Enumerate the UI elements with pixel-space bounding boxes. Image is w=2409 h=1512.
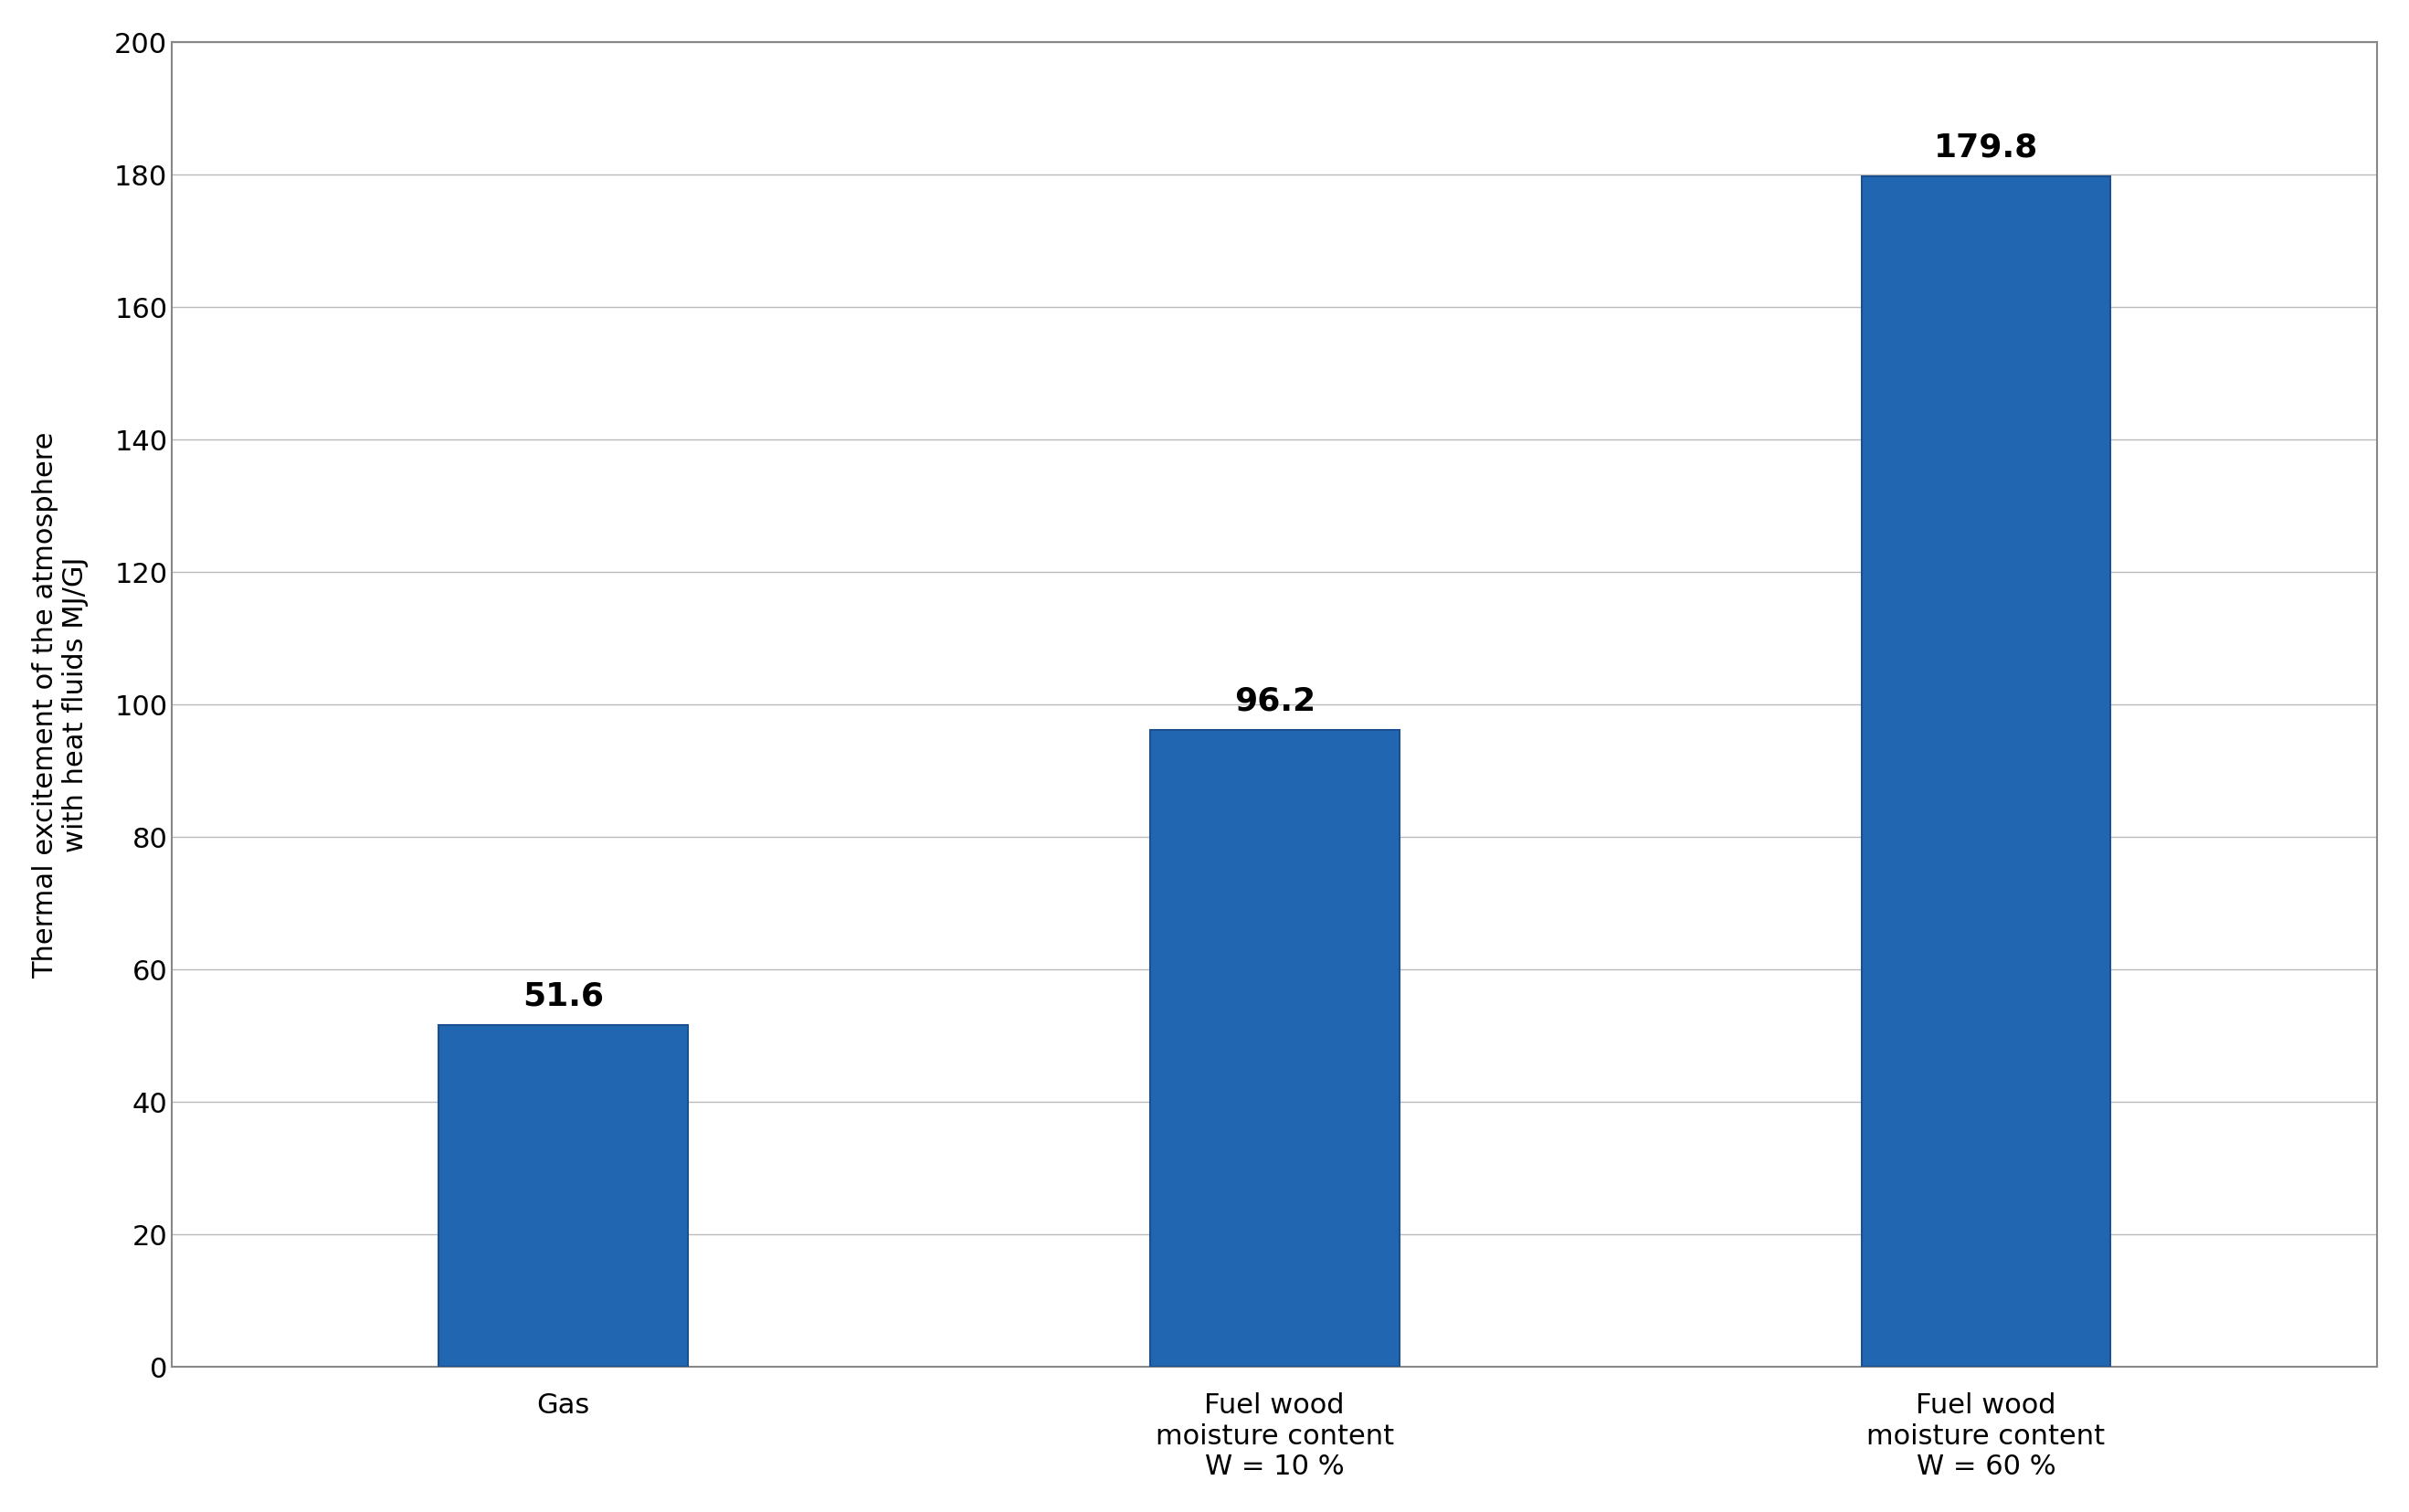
- Text: 51.6: 51.6: [523, 981, 605, 1012]
- Bar: [1862, 175, 2110, 1367]
- Y-axis label: Thermal excitement of the atmosphere
with heat fluids MJ/GJ: Thermal excitement of the atmosphere wit…: [31, 431, 89, 978]
- Bar: [438, 1025, 687, 1367]
- Text: 179.8: 179.8: [1934, 132, 2038, 163]
- Bar: [1149, 730, 1400, 1367]
- Text: 96.2: 96.2: [1233, 685, 1315, 717]
